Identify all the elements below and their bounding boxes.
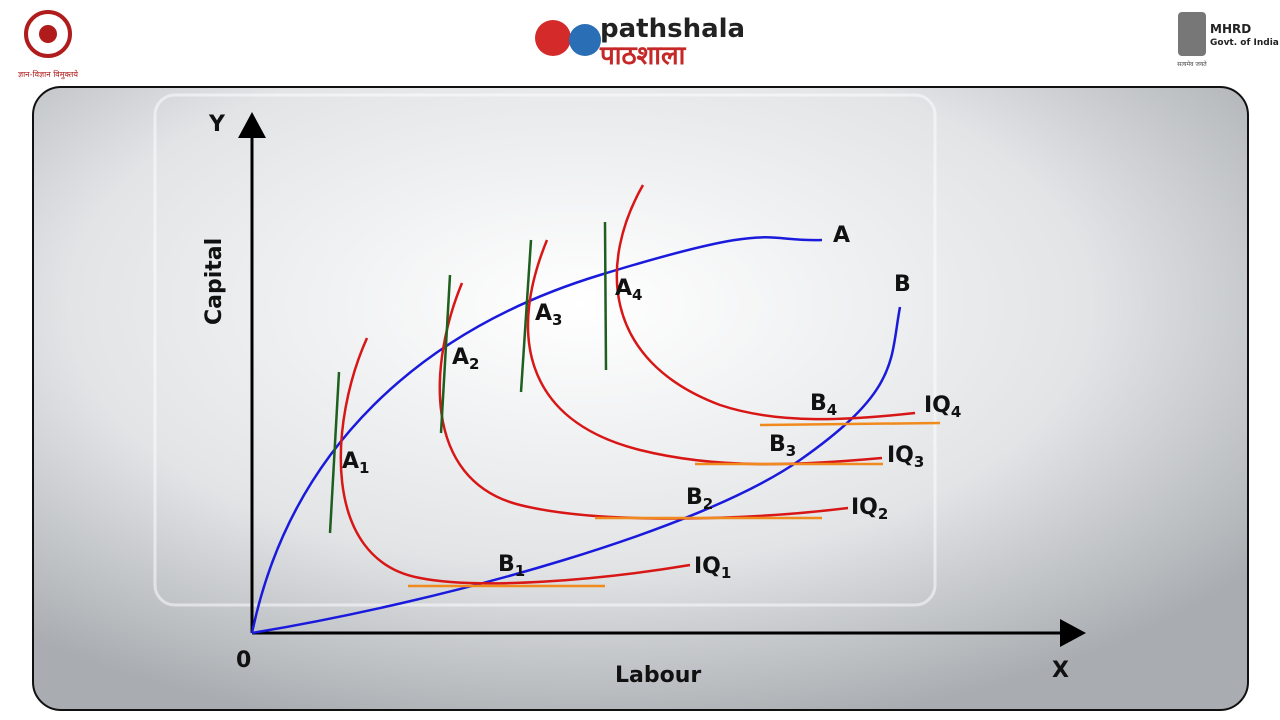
point-label: B4 bbox=[810, 391, 837, 419]
point-label-letter: A bbox=[342, 449, 359, 474]
isoquant bbox=[339, 337, 691, 585]
point-label-subscript: 3 bbox=[552, 311, 562, 329]
point-label-letter: B bbox=[498, 552, 515, 577]
vertical-tangent bbox=[328, 371, 341, 534]
point-label-letter: B bbox=[769, 432, 786, 457]
isoquant-label: IQ1 bbox=[694, 554, 731, 582]
y-axis-label: Capital bbox=[202, 238, 227, 325]
horizontal-tangent bbox=[759, 421, 941, 427]
vertical-tangent bbox=[519, 239, 533, 393]
isoquant-label: IQ2 bbox=[851, 495, 888, 523]
ridge-line-a bbox=[250, 236, 823, 634]
point-label-letter: A bbox=[615, 276, 632, 301]
vertical-tangent bbox=[439, 274, 452, 434]
logo-subtitle: Govt. of India bbox=[1210, 38, 1279, 48]
isoquant-label-letter: IQ bbox=[694, 554, 721, 579]
point-label-subscript: 3 bbox=[786, 442, 796, 460]
center-logo: pathshala पाठशाला bbox=[535, 14, 745, 71]
point-label: A2 bbox=[452, 345, 479, 373]
y-arrow bbox=[238, 112, 266, 138]
point-label: A3 bbox=[535, 301, 562, 329]
x-arrow bbox=[1060, 619, 1086, 647]
point-label: A1 bbox=[342, 449, 369, 477]
point-label-letter: B bbox=[810, 391, 827, 416]
logo-hindi: पाठशाला bbox=[599, 41, 687, 71]
point-label-letter: B bbox=[686, 485, 703, 510]
logo-motto: सत्यमेव जयते bbox=[1177, 60, 1207, 68]
point-label-subscript: 1 bbox=[515, 562, 525, 580]
isoquant-label-letter: IQ bbox=[851, 495, 878, 520]
left-logo: ज्ञान-विज्ञान विमुक्तये bbox=[18, 10, 78, 80]
isoquant-label-letter: IQ bbox=[887, 443, 914, 468]
point-label-subscript: 2 bbox=[469, 355, 479, 373]
point-label: B3 bbox=[769, 432, 796, 460]
right-logo: MHRD Govt. of India सत्यमेव जयते bbox=[1177, 12, 1279, 68]
logo-title: MHRD bbox=[1210, 22, 1251, 36]
x-axis-letter: X bbox=[1052, 658, 1069, 683]
point-label: A4 bbox=[615, 276, 642, 304]
point-label: B2 bbox=[686, 485, 713, 513]
point-label-letter: A bbox=[452, 345, 469, 370]
x-axis-label: Labour bbox=[615, 663, 701, 688]
ridge-line-b bbox=[251, 306, 902, 635]
isoquant-label-subscript: 4 bbox=[951, 403, 961, 421]
point-label: B1 bbox=[498, 552, 525, 580]
point-label-letter: A bbox=[535, 301, 552, 326]
isoquant-label-subscript: 1 bbox=[721, 564, 731, 582]
point-label-subscript: 4 bbox=[827, 401, 837, 419]
point-label-subscript: 2 bbox=[703, 495, 713, 513]
isoquant bbox=[438, 282, 849, 520]
panel-decoration bbox=[153, 93, 937, 607]
point-label-subscript: 1 bbox=[359, 459, 369, 477]
curve-label: A bbox=[833, 223, 850, 248]
isoquant-label: IQ4 bbox=[924, 393, 961, 421]
logo-caption: ज्ञान-विज्ञान विमुक्तये bbox=[18, 69, 78, 80]
point-label-subscript: 4 bbox=[632, 286, 642, 304]
isoquant-label-letter: IQ bbox=[924, 393, 951, 418]
vertical-tangent bbox=[603, 221, 608, 371]
isoquant-label-subscript: 3 bbox=[914, 453, 924, 471]
y-axis-letter: Y bbox=[208, 112, 226, 137]
isoquant-label-subscript: 2 bbox=[878, 505, 888, 523]
axes bbox=[250, 135, 1062, 635]
curve-label: B bbox=[894, 272, 911, 297]
isoquant bbox=[615, 184, 916, 421]
isoquant-label: IQ3 bbox=[887, 443, 924, 471]
logo-english: pathshala bbox=[600, 14, 745, 44]
panel bbox=[32, 86, 1249, 711]
origin-label: 0 bbox=[236, 648, 251, 673]
